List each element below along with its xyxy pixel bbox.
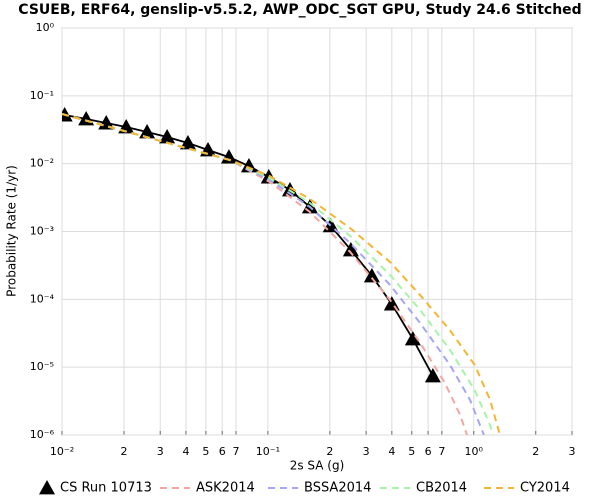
legend-label: CY2014 [520, 481, 570, 496]
legend: CS Run 10713 ASK2014 BSSA2014 CB2014 CY2014 [39, 480, 570, 496]
x-tick-label: 3 [569, 445, 576, 458]
y-tick-label: 10⁻² [30, 157, 54, 170]
point-marker [220, 149, 237, 164]
x-tick-label: 4 [388, 445, 395, 458]
point-marker [363, 267, 380, 283]
series-layer [62, 107, 501, 435]
y-tick-label: 10⁻⁶ [30, 428, 55, 441]
legend-label: BSSA2014 [304, 481, 371, 496]
x-tick-label: 7 [438, 445, 445, 458]
legend-label: ASK2014 [196, 481, 255, 496]
x-tick-label: 10⁻¹ [256, 445, 280, 458]
x-tick-label: 6 [219, 445, 226, 458]
y-tick-label: 10⁻¹ [30, 89, 54, 102]
y-tick-label: 10⁻⁴ [30, 292, 55, 305]
point-marker [424, 368, 441, 383]
point-marker [159, 129, 176, 144]
x-tick-label: 3 [363, 445, 370, 458]
chart-title: CSUEB, ERF64, genslip-v5.5.2, AWP_ODC_SG… [18, 2, 581, 18]
x-tick-label: 10⁻² [50, 445, 74, 458]
x-tick-label: 6 [425, 445, 432, 458]
x-tick-label: 7 [232, 445, 239, 458]
point-marker [404, 331, 421, 346]
legend-marker [39, 480, 55, 495]
x-tick-label: 10⁰ [465, 445, 484, 458]
x-tick-label: 4 [182, 445, 189, 458]
y-tick-label: 10⁻³ [30, 225, 54, 238]
x-tick-label: 3 [157, 445, 164, 458]
point-marker [62, 107, 73, 122]
series-line [62, 113, 501, 435]
x-tick-label: 2 [326, 445, 333, 458]
x-tick-label: 2 [120, 445, 127, 458]
point-marker [342, 241, 359, 257]
y-axis-label: Probability Rate (1/yr) [5, 165, 19, 297]
x-tick-label: 2 [532, 445, 539, 458]
x-axis-label: 2s SA (g) [290, 459, 345, 473]
point-marker [179, 134, 196, 150]
x-tick-label: 5 [408, 445, 415, 458]
point-marker [139, 123, 156, 139]
grid [61, 27, 573, 436]
y-tick-label: 10⁻⁵ [30, 360, 54, 373]
x-tick-label: 5 [202, 445, 209, 458]
legend-label: CS Run 10713 [60, 481, 152, 496]
legend-label: CB2014 [416, 481, 467, 496]
y-tick-label: 10⁰ [36, 21, 55, 34]
